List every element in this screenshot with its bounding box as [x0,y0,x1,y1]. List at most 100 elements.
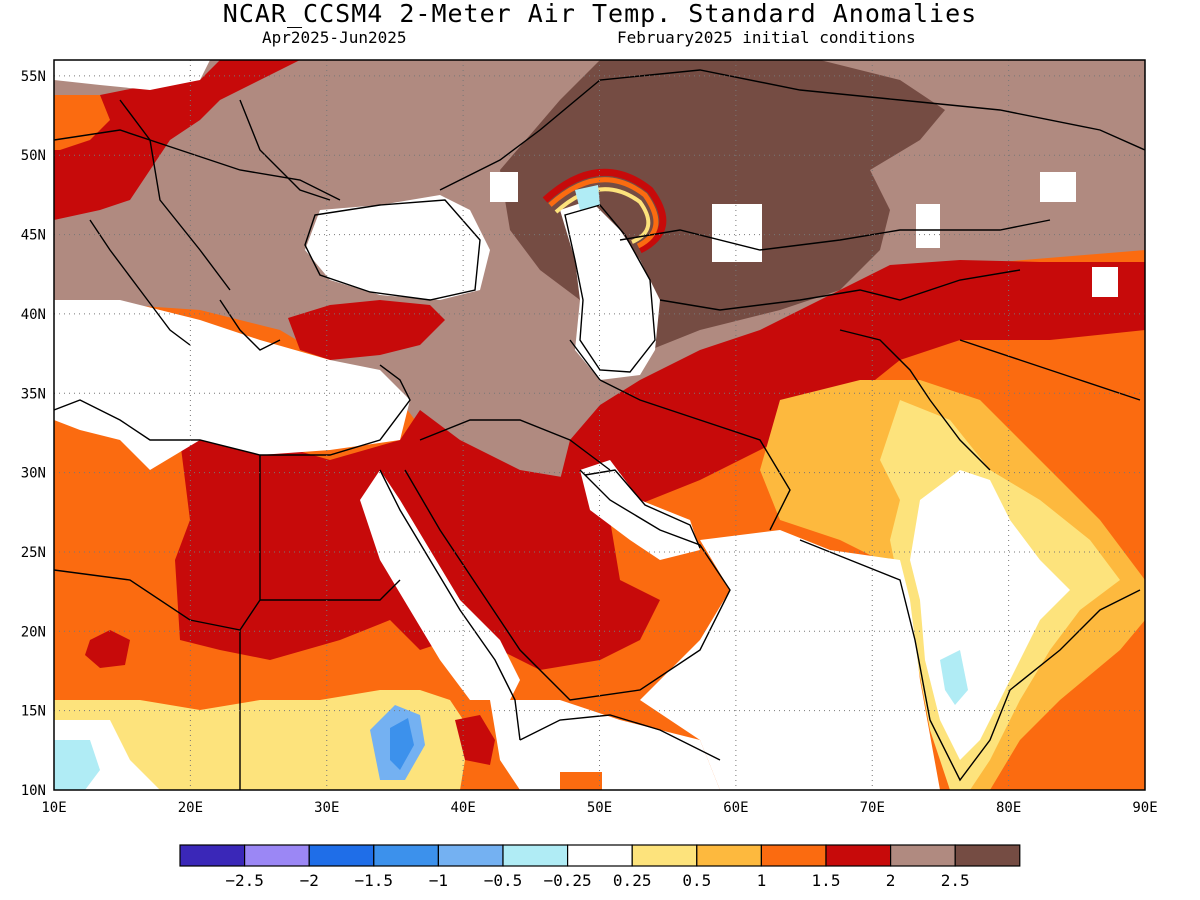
grid-lines [54,60,1145,790]
legend-label-5: −0.25 [544,871,592,890]
border-russia [439,69,1145,191]
legend-label-7: 0.5 [682,871,711,890]
legend-label-10: 2 [886,871,896,890]
field-white-somalia [490,700,720,790]
lat-tick-10N: 10N [21,783,46,799]
border-africa-2 [54,569,241,631]
legend-labels: −2.5 −2 −1.5 −1 −0.5 −0.25 0.25 0.5 1 1.5 2 2.5 [225,871,969,890]
lat-tick-30N: 30N [21,466,46,482]
lon-tick-30E: 30E [314,800,339,816]
lat-tick-50N: 50N [21,148,46,164]
init-conditions-subtitle: February2025 initial conditions [617,28,916,47]
legend-swatch-0 [179,844,246,867]
lon-tick-80E: 80E [996,800,1021,816]
coast-arabia [404,469,731,701]
season-subtitle: Apr2025-Jun2025 [262,28,407,47]
lat-tick-25N: 25N [21,545,46,561]
lon-tick-50E: 50E [587,800,612,816]
border-europe-2 [119,99,231,291]
field-orange-europe [54,95,110,150]
coast-horn [519,714,721,761]
legend-label-8: 1 [757,871,767,890]
coast-black-sea [304,199,481,301]
coast-india [799,539,1141,782]
lat-tick-55N: 55N [21,69,46,85]
field-yellow-africa [54,690,470,790]
border-greece [219,299,281,351]
mask-patch-1 [490,172,518,202]
chart-title: NCAR_CCSM4 2-Meter Air Temp. Standard An… [222,0,978,28]
border-africa-1 [239,455,261,790]
border-africa-3 [260,579,401,601]
mask-arabian-sea [640,530,940,790]
lon-tick-60E: 60E [723,800,748,816]
lat-tick-40N: 40N [21,307,46,323]
legend-label-3: −1 [429,871,448,890]
field-cyan-africa [54,740,100,790]
legend-swatch-6 [566,844,633,867]
field-ring-red [542,168,667,254]
legend-swatch-1 [244,844,310,867]
lat-tick-15N: 15N [21,704,46,720]
lon-tick-10E: 10E [41,800,66,816]
map-frame [53,59,1146,791]
border-kazakh [619,219,1051,251]
lon-tick-20E: 20E [178,800,203,816]
legend-swatch-7 [631,844,698,867]
lat-tick-labels: 10N 15N 20N 25N 30N 35N 40N 45N 50N 55N [21,69,46,799]
lon-tick-90E: 90E [1132,800,1157,816]
mask-patch-3 [916,204,940,248]
field-red-sahara [85,630,130,668]
mask-persian-gulf [580,460,700,560]
field-ring-orange [548,177,659,249]
legend-swatch-4 [437,844,504,867]
lon-tick-labels: 10E 20E 30E 40E 50E 60E 70E 80E 90E [41,800,1157,816]
border-europe-3 [239,99,331,201]
field-orange-somalia [560,772,602,790]
legend-swatch-8 [696,844,762,867]
lon-tick-40E: 40E [450,800,475,816]
legend-label-11: 2.5 [941,871,970,890]
legend-swatch-3 [373,844,439,867]
legend-swatch-5 [502,844,569,867]
mask-mediterranean [54,300,410,470]
legend-label-1: −2 [300,871,319,890]
lat-tick-20N: 20N [21,624,46,640]
lat-tick-45N: 45N [21,228,46,244]
coast-red-sea [379,469,521,741]
coast-gulf [584,469,701,549]
legend-label-4: −0.5 [484,871,523,890]
legend-label-6: 0.25 [613,871,652,890]
mask-patch-4 [1092,267,1118,297]
legend-swatch-11 [889,844,956,867]
mask-caspian [560,200,660,380]
legend-swatch-10 [825,844,892,867]
field-blue2-ethiopia [390,718,414,770]
lon-tick-70E: 70E [860,800,885,816]
lat-tick-35N: 35N [21,386,46,402]
color-legend [179,844,1021,867]
legend-swatch-9 [760,844,827,867]
coast-caspian [564,204,656,373]
border-pakistan [839,329,991,471]
legend-label-2: −1.5 [355,871,394,890]
mask-patch-5 [1040,172,1076,202]
legend-swatch-2 [308,844,375,867]
coastlines [54,69,1145,790]
border-europe-1 [54,129,341,201]
field-red-horn [455,715,495,765]
border-central-asia [659,269,1021,311]
legend-swatch-12 [954,844,1021,867]
mask-red-sea [360,470,520,700]
mask-patch-2 [712,204,762,262]
field-cyan-india [940,650,968,705]
border-mideast [419,419,611,471]
legend-label-0: −2.5 [225,871,264,890]
legend-label-9: 1.5 [812,871,841,890]
mask-north-europe [54,60,210,90]
mask-black-sea [305,195,490,300]
border-china [959,339,1141,401]
field-red-europe [54,60,300,220]
field-cyan-caspian [575,185,600,210]
